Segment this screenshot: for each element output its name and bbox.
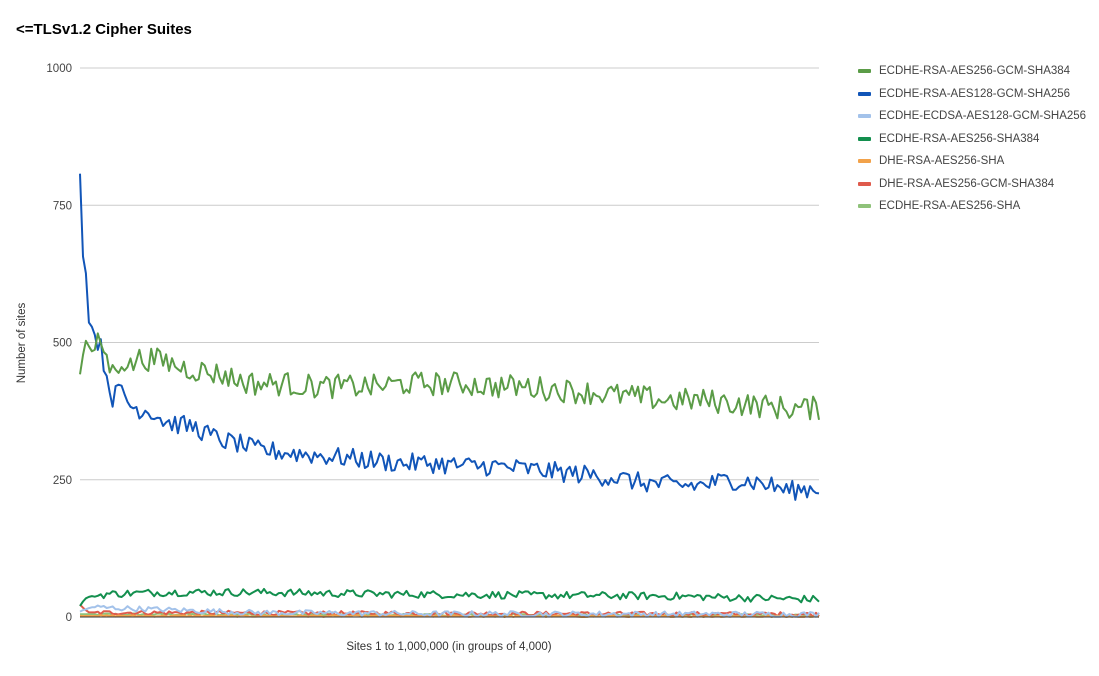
legend-item[interactable]: ECDHE-RSA-AES256-SHA384: [858, 128, 1086, 151]
legend-label: DHE-RSA-AES256-SHA: [879, 155, 1005, 168]
y-tick-label: 250: [53, 475, 72, 487]
legend-label: DHE-RSA-AES256-GCM-SHA384: [879, 177, 1055, 190]
grid: [80, 67, 819, 481]
series-line-dhe-rsa-aes256-sha[interactable]: [79, 614, 820, 618]
chart-title: <=TLSv1.2 Cipher Suites: [16, 21, 192, 38]
series-line-ecdhe-rsa-aes256-sha384[interactable]: [79, 587, 820, 607]
y-tick-label: 750: [53, 200, 72, 212]
y-ticks: 0 250 500 750 1000: [46, 63, 72, 624]
legend-item[interactable]: DHE-RSA-AES256-GCM-SHA384: [858, 173, 1086, 196]
y-tick-label: 500: [53, 338, 72, 350]
y-axis-label: Number of sites: [16, 302, 28, 384]
legend-swatch: [858, 69, 871, 74]
legend: ECDHE-RSA-AES256-GCM-SHA384 ECDHE-RSA-AES…: [858, 60, 1086, 218]
legend-label: ECDHE-RSA-AES256-GCM-SHA384: [879, 65, 1071, 78]
y-tick-label: 1000: [46, 63, 72, 75]
series-lines: [79, 173, 820, 618]
series-line-ecdhe-rsa-aes128-gcm-sha256[interactable]: [79, 173, 820, 501]
legend-label: ECDHE-RSA-AES256-SHA384: [879, 132, 1040, 145]
legend-swatch: [858, 136, 871, 141]
legend-swatch: [858, 204, 871, 209]
legend-item[interactable]: ECDHE-ECDSA-AES128-GCM-SHA256: [858, 105, 1086, 128]
legend-swatch: [858, 159, 871, 164]
legend-item[interactable]: ECDHE-RSA-AES256-SHA: [858, 195, 1086, 218]
legend-swatch: [858, 181, 871, 186]
legend-swatch: [858, 114, 871, 119]
legend-item[interactable]: ECDHE-RSA-AES128-GCM-SHA256: [858, 83, 1086, 106]
legend-label: ECDHE-RSA-AES128-GCM-SHA256: [879, 87, 1071, 100]
legend-item[interactable]: DHE-RSA-AES256-SHA: [858, 150, 1086, 173]
y-tick-label: 0: [66, 612, 72, 624]
legend-swatch: [858, 91, 871, 96]
legend-label: ECDHE-RSA-AES256-SHA: [879, 200, 1021, 213]
series-line-ecdhe-rsa-aes256-gcm-sha384[interactable]: [79, 332, 820, 421]
series-line-ecdhe-ecdsa-aes128-gcm-sha256[interactable]: [79, 604, 820, 618]
legend-item[interactable]: ECDHE-RSA-AES256-GCM-SHA384: [858, 60, 1086, 83]
x-axis-label: Sites 1 to 1,000,000 (in groups of 4,000…: [346, 641, 552, 653]
legend-label: ECDHE-ECDSA-AES128-GCM-SHA256: [879, 110, 1087, 123]
